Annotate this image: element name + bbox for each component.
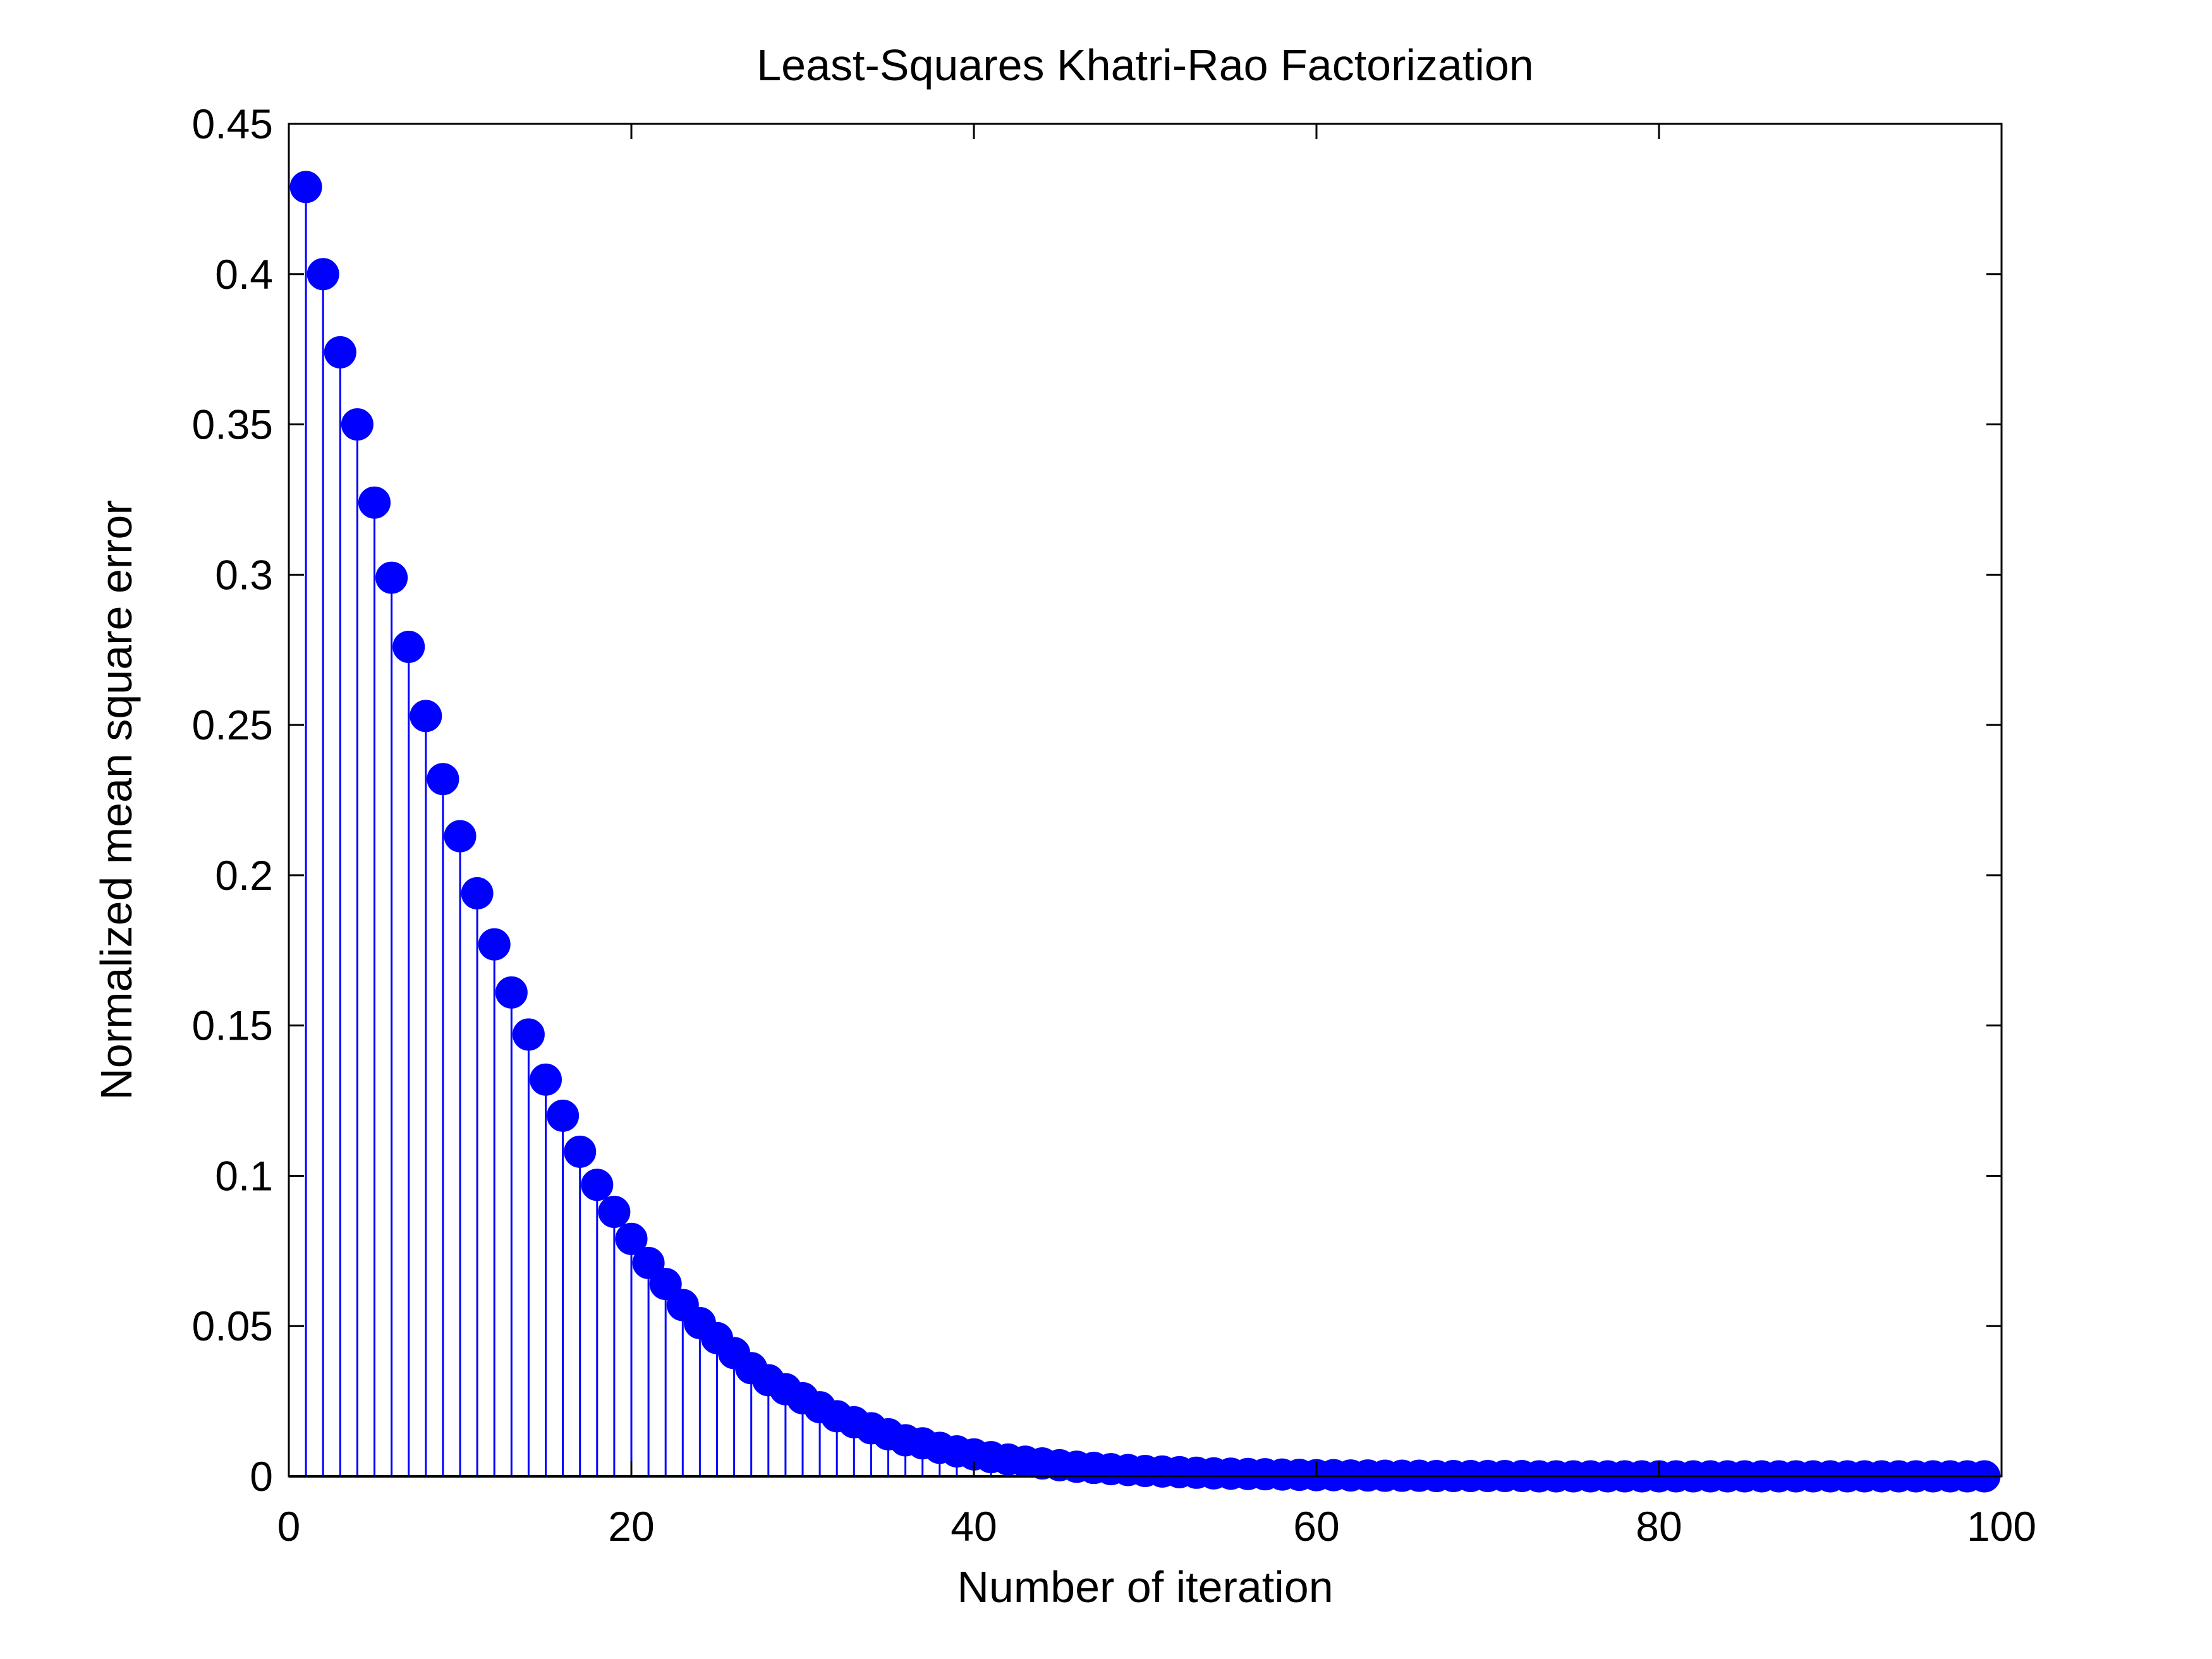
data-point — [410, 700, 442, 732]
axes-frame — [288, 123, 2003, 1478]
data-point — [581, 1169, 614, 1201]
data-point — [478, 928, 511, 961]
y-tick-label: 0.05 — [192, 1303, 273, 1349]
chart-title: Least-Squares Khatri-Rao Factorization — [757, 40, 1533, 90]
x-tick-label: 0 — [277, 1503, 301, 1550]
y-tick-label: 0.25 — [192, 702, 273, 748]
y-tick-label: 0.15 — [192, 1002, 273, 1049]
data-point — [324, 336, 356, 368]
x-axis-label: Number of iteration — [957, 1562, 1333, 1612]
x-tick-label: 100 — [1967, 1503, 2036, 1550]
data-point — [461, 877, 494, 909]
y-tick-label: 0.3 — [215, 551, 273, 598]
y-tick-label: 0.45 — [192, 100, 273, 147]
y-tick-label: 0.2 — [215, 852, 273, 899]
data-point — [289, 171, 322, 204]
data-point — [615, 1222, 648, 1255]
data-point — [375, 561, 408, 594]
y-tick-label: 0.1 — [215, 1152, 273, 1199]
data-point — [530, 1063, 562, 1096]
data-point — [427, 763, 459, 796]
axis-ticks: 0 20 40 60 80 100 0 0.05 0.1 0.15 0.2 0.25 0.3 0.35 0.… — [192, 100, 2037, 1550]
data-point — [512, 1018, 545, 1051]
y-axis-label: Normalized mean square error — [92, 500, 141, 1100]
data-point — [307, 258, 339, 291]
x-tick-label: 20 — [608, 1503, 654, 1550]
data-point — [444, 820, 477, 853]
y-tick-label: 0.4 — [215, 251, 273, 298]
data-point — [598, 1196, 631, 1229]
data-point — [341, 408, 374, 441]
x-tick-label: 40 — [951, 1503, 997, 1550]
x-tick-label: 60 — [1293, 1503, 1339, 1550]
x-tick-label: 80 — [1636, 1503, 1682, 1550]
data-point — [564, 1135, 597, 1168]
y-tick-label: 0.35 — [192, 401, 273, 448]
y-tick-label: 0 — [250, 1453, 273, 1500]
data-point — [358, 486, 391, 519]
data-point — [547, 1099, 580, 1132]
data-point — [495, 976, 528, 1009]
data-point — [392, 630, 425, 663]
plot-area — [289, 171, 2001, 1493]
